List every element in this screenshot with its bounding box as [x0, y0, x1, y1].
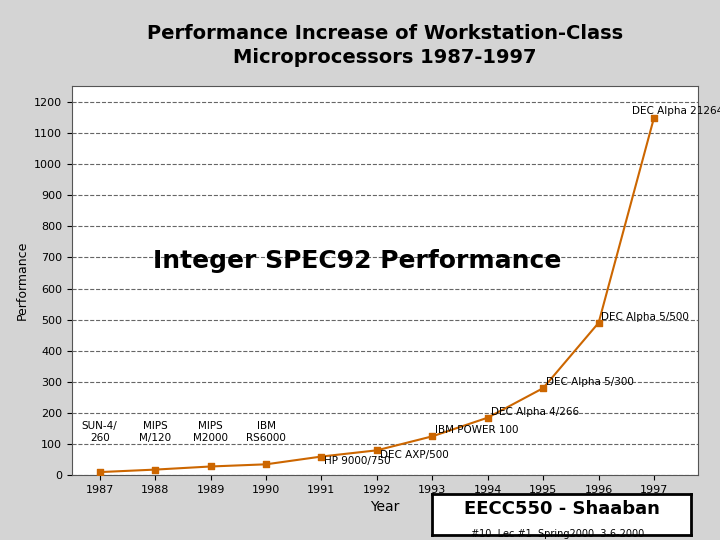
Text: DEC Alpha 4/266: DEC Alpha 4/266	[490, 407, 579, 417]
Point	[94, 468, 105, 476]
Point	[648, 113, 660, 122]
Point	[482, 413, 493, 422]
Text: EECC550 - Shaaban: EECC550 - Shaaban	[464, 501, 660, 518]
Point	[204, 462, 216, 471]
Point	[371, 446, 382, 455]
Text: SUN-4/
260: SUN-4/ 260	[82, 421, 117, 443]
Y-axis label: Performance: Performance	[16, 241, 29, 320]
Point	[260, 460, 271, 469]
Text: DEC Alpha 5/500: DEC Alpha 5/500	[601, 312, 689, 322]
Text: Performance Increase of Workstation-Class
Microprocessors 1987-1997: Performance Increase of Workstation-Clas…	[147, 24, 624, 67]
Text: #10  Lec #1  Spring2000  3-6-2000: #10 Lec #1 Spring2000 3-6-2000	[472, 529, 644, 539]
Point	[149, 465, 161, 474]
Text: DEC Alpha 5/300: DEC Alpha 5/300	[546, 377, 634, 387]
Text: DEC Alpha 21264/600: DEC Alpha 21264/600	[632, 106, 720, 116]
Text: MIPS
M2000: MIPS M2000	[193, 421, 228, 443]
Point	[593, 319, 604, 327]
X-axis label: Year: Year	[371, 501, 400, 515]
Text: IBM POWER 100: IBM POWER 100	[435, 426, 518, 435]
Text: MIPS
M/120: MIPS M/120	[139, 421, 171, 443]
Text: DEC AXP/500: DEC AXP/500	[379, 450, 449, 460]
Text: HP 9000/750: HP 9000/750	[324, 456, 391, 466]
Text: IBM
RS6000: IBM RS6000	[246, 421, 286, 443]
Text: Integer SPEC92 Performance: Integer SPEC92 Performance	[153, 249, 562, 273]
Point	[537, 384, 549, 393]
Point	[315, 452, 327, 461]
Point	[426, 432, 438, 441]
